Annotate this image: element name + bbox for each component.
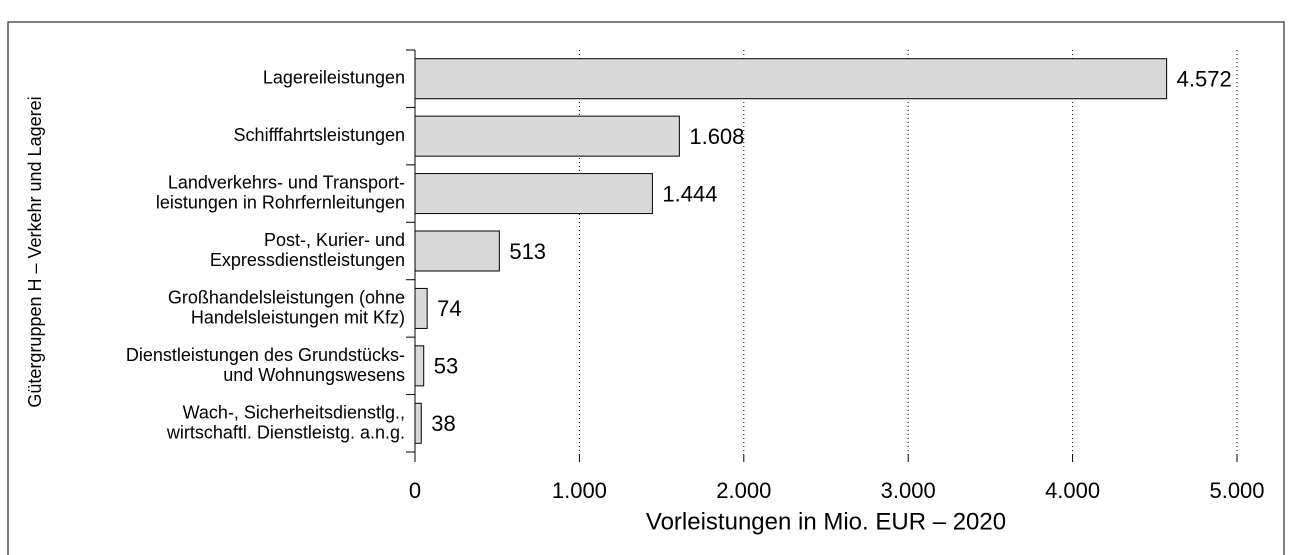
bar [414, 402, 422, 444]
bar [414, 173, 653, 215]
y-tick-label: Lagereileistungen [263, 67, 405, 87]
bar [414, 115, 680, 157]
x-tick-label: 4.000 [1045, 478, 1100, 503]
y-tick-label: Schifffahrtsleistungen [234, 125, 405, 145]
value-label: 1.608 [689, 124, 744, 149]
x-tick-label: 0 [409, 478, 421, 503]
x-tick-label: 3.000 [881, 478, 936, 503]
frame [7, 21, 1285, 555]
y-tick-label: Dienstleistungen des Grundstücks-und Woh… [126, 345, 405, 385]
y-tick-label: Großhandelsleistungen (ohne Handelsleistu… [168, 287, 405, 327]
value-label: 513 [509, 239, 546, 264]
x-tick-label: 1.000 [552, 478, 607, 503]
bar [414, 58, 1168, 100]
x-tick-label: 2.000 [716, 478, 771, 503]
value-label: 4.572 [1177, 67, 1232, 92]
bar [414, 230, 500, 272]
value-label: 53 [434, 354, 458, 379]
x-axis-label: Vorleistungen in Mio. EUR – 2020 [646, 508, 1006, 535]
value-label: 38 [431, 411, 455, 436]
y-tick-label: Post-, Kurier- und Expressdienstleistunge… [210, 230, 405, 270]
bar [414, 287, 428, 329]
y-tick-label: Landverkehrs- und Transport-leistungen i… [156, 172, 405, 212]
value-label: 74 [437, 296, 461, 321]
x-tick-label: 5.000 [1209, 478, 1264, 503]
y-axis-label: Gütergruppen H – Verkehr und Lagerei [25, 96, 45, 407]
bar [414, 345, 425, 387]
y-tick-label: Wach-, Sicherheitsdienstlg., wirtschaftl.… [166, 402, 405, 442]
value-label: 1.444 [662, 181, 717, 206]
